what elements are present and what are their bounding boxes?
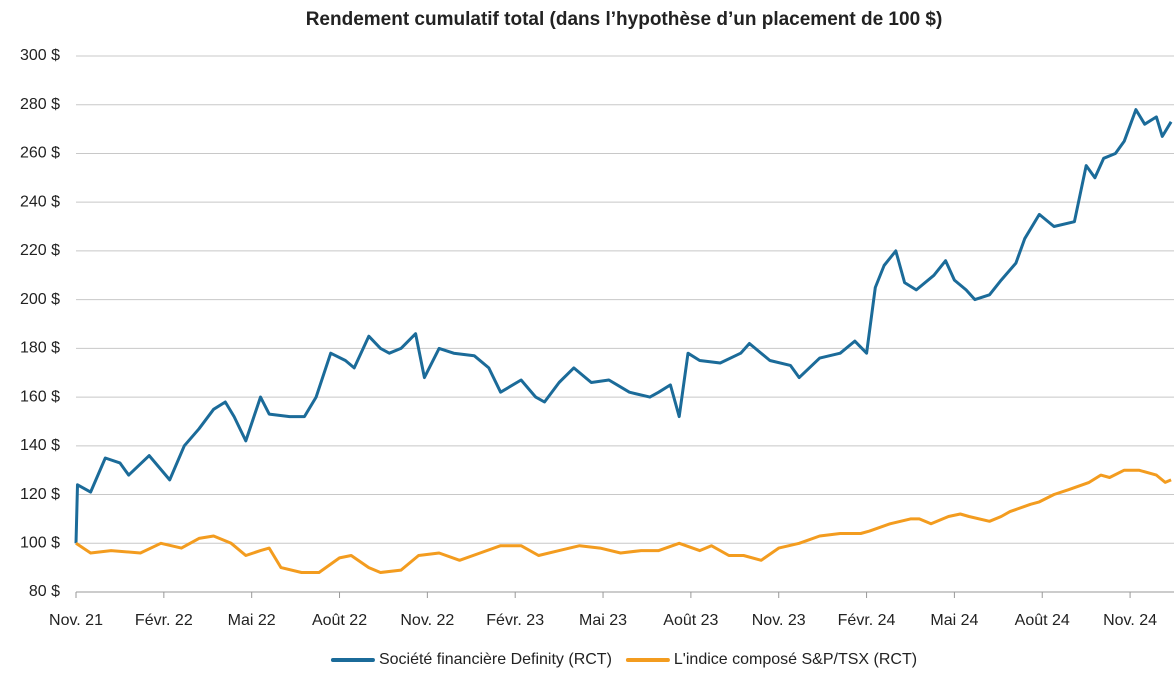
- x-tick-label: Août 22: [312, 612, 367, 629]
- x-tick-label: Févr. 24: [838, 612, 896, 629]
- legend-label: Société financière Definity (RCT): [379, 651, 612, 668]
- x-tick-label: Nov. 21: [49, 612, 103, 629]
- x-tick-label: Août 24: [1015, 612, 1070, 629]
- y-tick-label: 120 $: [20, 486, 60, 503]
- y-tick-label: 200 $: [20, 291, 60, 308]
- y-tick-label: 220 $: [20, 242, 60, 259]
- x-tick-label: Févr. 22: [135, 612, 193, 629]
- y-tick-label: 300 $: [20, 47, 60, 64]
- y-tick-label: 280 $: [20, 96, 60, 113]
- x-tick-label: Févr. 23: [486, 612, 544, 629]
- y-tick-label: 100 $: [20, 534, 60, 551]
- x-tick-label: Nov. 22: [400, 612, 454, 629]
- x-tick-label: Nov. 24: [1103, 612, 1157, 629]
- x-tick-label: Mai 24: [930, 612, 978, 629]
- y-tick-label: 180 $: [20, 340, 60, 357]
- y-tick-label: 160 $: [20, 388, 60, 405]
- x-tick-label: Mai 23: [579, 612, 627, 629]
- series-line: [75, 468, 1172, 574]
- series-line: [74, 108, 1173, 544]
- x-tick-label: Août 23: [663, 612, 718, 629]
- y-tick-label: 140 $: [20, 437, 60, 454]
- y-tick-label: 80 $: [29, 583, 60, 600]
- y-tick-label: 240 $: [20, 193, 60, 210]
- legend-label: L'indice composé S&P/TSX (RCT): [674, 651, 917, 668]
- chart-title: Rendement cumulatif total (dans l’hypoth…: [306, 9, 943, 30]
- y-tick-label: 260 $: [20, 145, 60, 162]
- x-tick-label: Nov. 23: [752, 612, 806, 629]
- x-tick-label: Mai 22: [228, 612, 276, 629]
